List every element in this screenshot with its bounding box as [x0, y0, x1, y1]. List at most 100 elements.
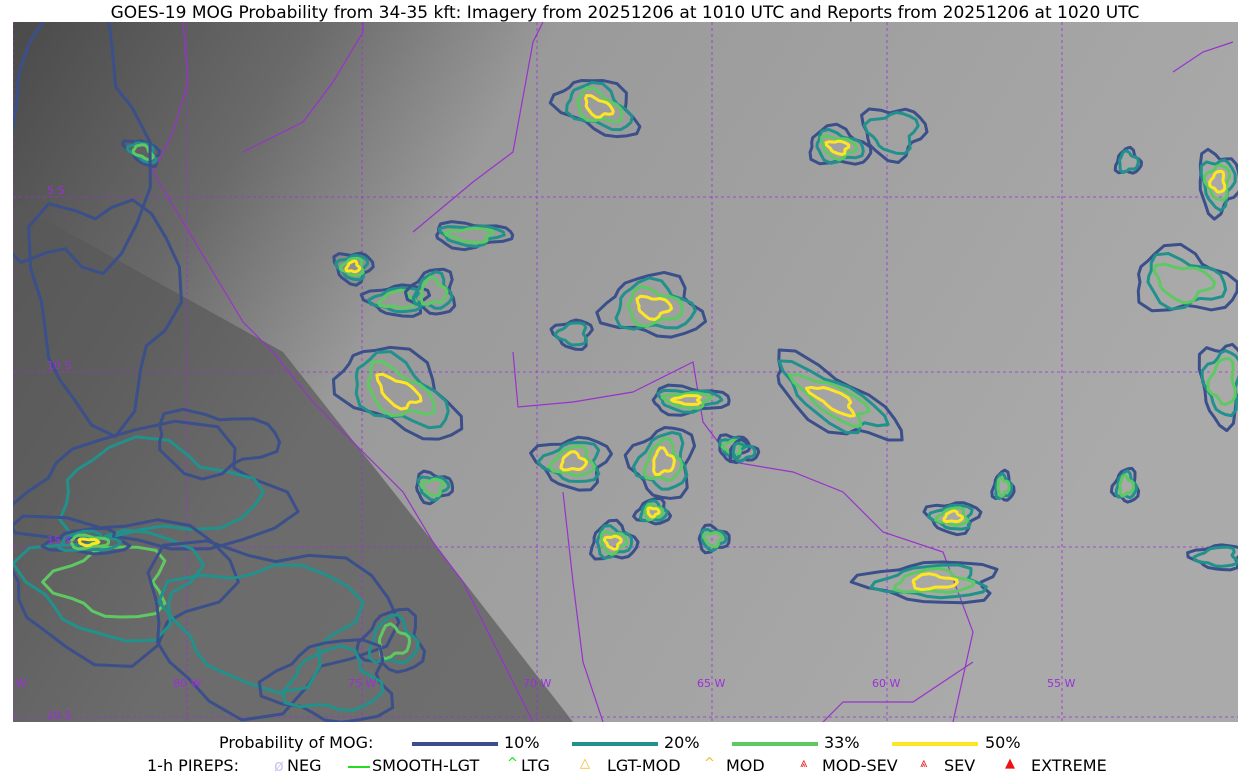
contour-line: [411, 270, 454, 310]
contour-line: [1118, 473, 1135, 498]
contour-line: [1200, 349, 1238, 418]
contour-line: [652, 446, 676, 476]
contour-line: [626, 285, 684, 328]
contour-line: [927, 503, 974, 531]
contour-line: [788, 373, 871, 428]
contour-line: [805, 385, 856, 418]
contour-line: [58, 435, 265, 540]
contour-line: [547, 444, 597, 478]
contour-line: [344, 259, 362, 274]
contour-line: [548, 79, 642, 139]
neg-icon: ø: [274, 756, 284, 775]
swatch-33: [732, 742, 818, 746]
contour-line: [638, 499, 669, 523]
contour-line: [632, 497, 673, 526]
caret-icon: ^: [704, 756, 715, 771]
contour-line: [536, 441, 601, 483]
contour-line: [354, 350, 450, 430]
contour-line: [646, 506, 661, 519]
contour-line: [367, 286, 423, 314]
contour-line: [824, 139, 851, 156]
contour-line: [777, 359, 890, 435]
contour-line: [576, 86, 624, 124]
level-label: 20%: [664, 733, 700, 752]
contour-line: [57, 529, 122, 552]
contour-line: [635, 294, 674, 321]
contour-line: [595, 270, 708, 339]
lat-lon-grid: [13, 22, 1238, 722]
pirep-label: SMOOTH-LGT: [372, 756, 480, 775]
pirep-label: LTG: [521, 756, 550, 775]
contour-line: [614, 276, 697, 331]
contour-line: [1192, 545, 1238, 568]
contour-line: [731, 441, 757, 463]
contour-line: [701, 531, 724, 549]
contour-line: [375, 372, 423, 411]
contour-line: [367, 613, 420, 665]
lon-label: 75 W: [348, 677, 376, 690]
lat-label: 10 S: [47, 359, 71, 372]
contour-line: [1186, 543, 1238, 572]
contour-line: [559, 450, 589, 472]
satellite-map: 85 W 80 W 75 W 70 W 65 W 60 W 55 W 5 S 1…: [13, 22, 1238, 722]
contour-line: [564, 80, 634, 132]
lon-label: 70 W: [523, 677, 551, 690]
pirep-label: NEG: [287, 756, 322, 775]
contour-line: [331, 345, 464, 441]
pirep-legend: 1-h PIREPS: ø NEG SMOOTH-LGT ^ LTG △ LGT…: [0, 756, 1250, 778]
contour-line: [121, 139, 162, 168]
contour-line: [1202, 163, 1231, 202]
level-label: 33%: [824, 733, 860, 752]
contour-line: [419, 275, 449, 306]
contour-line: [27, 198, 183, 438]
swatch-50: [892, 742, 978, 746]
contour-line: [41, 545, 167, 619]
contour-line: [359, 283, 431, 318]
lon-label: 85 W: [13, 677, 26, 690]
contour-line: [1152, 262, 1216, 305]
mog-probability-contours: [13, 22, 1238, 722]
double-caret-icon: ⩓: [920, 756, 928, 771]
contour-line: [942, 509, 964, 524]
contour-line: [589, 518, 640, 561]
contour-line: [529, 435, 613, 492]
contour-line: [862, 111, 920, 156]
contour-line: [934, 506, 970, 527]
contour-line: [40, 527, 132, 556]
pirep-legend-title: 1-h PIREPS:: [147, 756, 239, 775]
pirep-label: MOD-SEV: [822, 756, 898, 775]
contour-line: [131, 143, 155, 161]
filled-triangle-icon: ▲: [1005, 756, 1015, 771]
contour-line: [670, 394, 702, 406]
contour-line: [623, 425, 697, 500]
contour-line: [642, 437, 684, 482]
contour-line: [819, 134, 859, 162]
contour-line: [1136, 242, 1238, 313]
contour-line: [281, 644, 385, 712]
contour-line: [257, 638, 395, 722]
probability-legend: Probability of MOG: 10% 20% 33% 50%: [0, 733, 1250, 755]
contour-line: [13, 528, 206, 643]
lat-label: 20 S: [47, 709, 71, 722]
contour-line: [1118, 149, 1140, 174]
contour-line: [892, 566, 976, 594]
pirep-label: SEV: [944, 756, 976, 775]
caret-bar-icon: △: [580, 756, 590, 771]
grid-labels: 85 W 80 W 75 W 70 W 65 W 60 W 55 W 5 S 1…: [13, 184, 1075, 722]
pirep-label: LGT-MOD: [607, 756, 681, 775]
contour-line: [631, 430, 689, 491]
contour-line: [869, 563, 988, 600]
figure-title: GOES-19 MOG Probability from 34-35 kft: …: [110, 3, 1140, 23]
contour-line: [403, 267, 457, 316]
contour-line: [158, 407, 282, 481]
contour-line: [1113, 145, 1143, 175]
line-icon: [348, 766, 370, 768]
contour-line: [660, 391, 713, 410]
contour-line: [549, 318, 594, 351]
contour-line: [1114, 469, 1138, 500]
contour-line: [849, 560, 999, 605]
caret-icon: ^: [507, 756, 518, 771]
level-label: 50%: [985, 733, 1021, 752]
contour-line: [1206, 356, 1237, 406]
swatch-20: [572, 742, 658, 746]
